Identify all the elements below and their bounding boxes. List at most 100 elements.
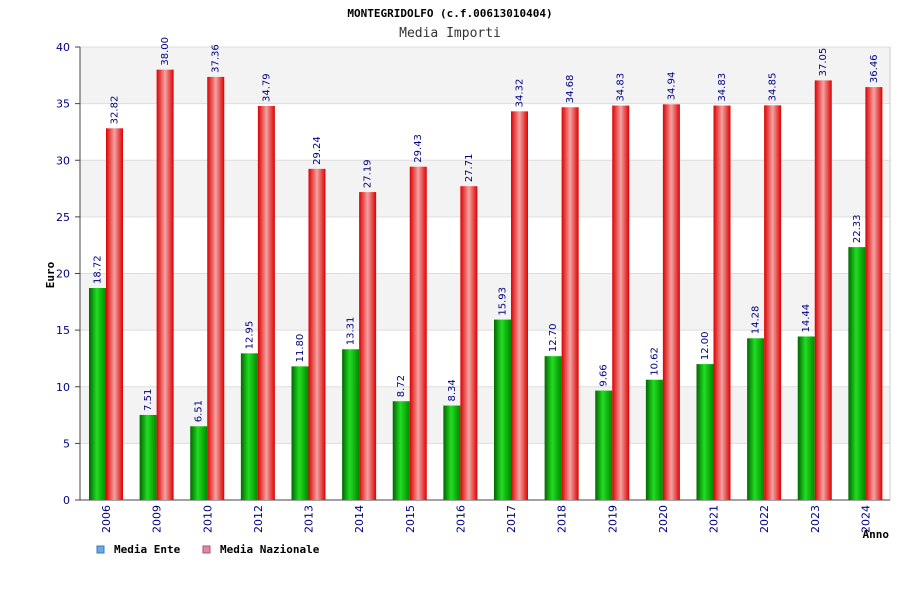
legend-label-media-nazionale: Media Nazionale [220,543,320,556]
bar-media-nazionale [106,128,123,500]
chart-title: MONTEGRIDOLFO (c.f.00613010404) [347,7,552,20]
bar-media-ente [494,319,511,500]
x-tick-label: 2010 [201,505,214,533]
value-label-media-ente: 14.44 [801,304,812,333]
bar-media-ente [139,414,157,500]
bar-media-nazionale [814,80,832,500]
bar-media-nazionale [865,87,883,500]
y-tick-label: 0 [63,494,70,507]
value-label-media-ente: 10.62 [649,347,660,376]
bar-media-nazionale [257,106,275,501]
bar-media-nazionale [561,107,579,501]
value-label-media-nazionale: 29.24 [312,136,323,165]
legend: Media Ente Media Nazionale [96,543,320,556]
value-label-media-nazionale: 34.94 [666,72,677,101]
bar-media-nazionale [713,105,731,501]
bar-media-ente [190,426,208,500]
x-axis-ticks: 2006 2009 2010 2012 2013 2014 2015 2016 2017 2018… [100,505,872,533]
x-tick-label: 2016 [454,505,467,533]
bar-media-ente [797,336,815,500]
value-label-media-nazionale: 37.05 [818,48,829,77]
value-label-media-ente: 6.51 [194,400,205,422]
value-label-media-nazionale: 27.71 [464,154,475,183]
value-label-media-ente: 15.93 [498,287,509,316]
x-tick-label: 2009 [151,505,164,533]
y-tick-label: 25 [56,211,70,224]
value-label-media-nazionale: 34.85 [768,73,779,102]
value-label-media-ente: 12.70 [548,324,559,353]
x-tick-label: 2015 [404,505,417,533]
x-tick-label: 2024 [859,505,872,533]
x-tick-label: 2023 [809,505,822,533]
value-label-media-nazionale: 29.43 [413,134,424,163]
value-label-media-nazionale: 34.32 [515,79,526,108]
x-tick-label: 2018 [556,505,569,533]
bar-media-nazionale [409,166,427,500]
value-label-media-nazionale: 34.68 [565,75,576,104]
value-label-media-nazionale: 36.46 [869,54,880,83]
bar-media-ente [342,349,360,500]
value-label-media-ente: 7.51 [143,389,154,411]
value-label-media-ente: 18.72 [93,255,104,284]
bar-media-ente [747,338,765,500]
x-tick-label: 2017 [505,505,518,533]
value-label-media-nazionale: 34.79 [261,73,272,102]
x-tick-label: 2019 [606,505,619,533]
bar-media-nazionale [662,104,680,500]
value-labels: 18.72 32.82 7.51 38.00 6.51 37.36 12.95 34.79 11… [93,37,880,422]
y-tick-label: 20 [56,268,70,281]
bars [89,69,883,501]
y-tick-label: 35 [56,98,70,111]
value-label-media-ente: 9.66 [599,364,610,386]
x-tick-label: 2022 [758,505,771,533]
bar-media-ente [89,287,106,500]
value-label-media-ente: 14.28 [751,306,762,335]
bar-media-ente [544,356,562,500]
value-label-media-ente: 11.80 [295,334,306,363]
x-tick-label: 2021 [708,505,721,533]
y-tick-label: 40 [56,41,70,54]
bar-media-nazionale [764,105,782,500]
bar-media-nazionale [207,76,225,500]
bar-media-nazionale [511,111,528,501]
bar-media-ente [645,379,663,500]
chart-subtitle: Media Importi [399,26,501,41]
value-label-media-ente: 8.72 [396,375,407,397]
bar-media-ente [291,366,309,500]
value-label-media-ente: 22.33 [852,214,863,243]
y-axis-label: Euro [44,261,57,288]
y-tick-label: 30 [56,154,70,167]
x-tick-label: 2013 [303,505,316,533]
bar-media-ente [443,405,461,500]
value-label-media-nazionale: 32.82 [110,96,121,125]
value-label-media-nazionale: 34.83 [616,73,627,102]
bar-media-nazionale [308,168,326,500]
value-label-media-nazionale: 38.00 [160,37,171,66]
value-label-media-nazionale: 27.19 [363,159,374,188]
bar-media-nazionale [156,69,174,501]
value-label-media-nazionale: 37.36 [211,44,222,73]
bar-media-nazionale [460,186,478,500]
value-label-media-ente: 12.00 [700,331,711,360]
x-tick-label: 2014 [353,505,366,533]
y-tick-label: 5 [63,437,70,450]
value-label-media-ente: 13.31 [346,317,357,346]
bar-media-ente [595,390,613,500]
bar-media-nazionale [612,105,630,501]
x-axis-label: Anno [863,528,890,541]
value-label-media-ente: 8.34 [447,379,458,401]
y-tick-label: 10 [56,381,70,394]
legend-swatch-media-nazionale [202,545,211,554]
x-tick-label: 2012 [252,505,265,533]
bar-media-ente [696,364,714,500]
bar-media-ente [848,247,866,500]
value-label-media-nazionale: 34.83 [717,73,728,102]
bar-media-nazionale [359,192,377,501]
value-label-media-ente: 12.95 [244,321,255,350]
x-tick-label: 2020 [657,505,670,533]
bar-media-ente [392,401,410,500]
bar-media-ente [240,353,258,500]
legend-label-media-ente: Media Ente [114,543,181,556]
y-tick-label: 15 [56,324,70,337]
